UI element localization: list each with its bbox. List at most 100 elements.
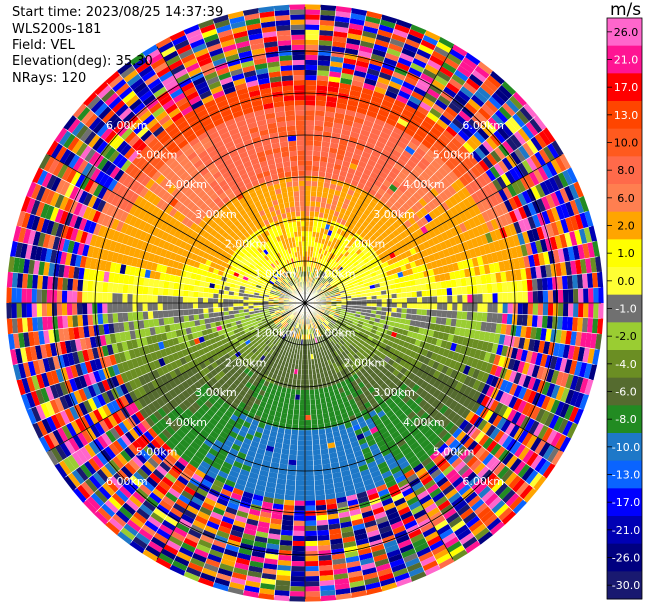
velocity-gate bbox=[467, 206, 477, 218]
velocity-gate bbox=[326, 219, 332, 226]
velocity-gate bbox=[426, 111, 440, 123]
velocity-gate bbox=[449, 254, 458, 264]
velocity-gate bbox=[560, 372, 570, 388]
velocity-gate bbox=[521, 159, 534, 174]
velocity-gate bbox=[381, 99, 394, 109]
velocity-gate bbox=[312, 155, 321, 162]
velocity-gate bbox=[535, 327, 542, 341]
velocity-gate bbox=[320, 146, 330, 153]
velocity-gate bbox=[448, 155, 460, 168]
velocity-gate bbox=[343, 315, 350, 320]
velocity-gate bbox=[477, 293, 483, 303]
velocity-gate bbox=[370, 53, 385, 63]
velocity-gate bbox=[476, 339, 484, 351]
velocity-gate bbox=[323, 126, 333, 133]
velocity-gate bbox=[317, 181, 325, 188]
velocity-gate bbox=[363, 119, 375, 128]
velocity-gate bbox=[305, 231, 309, 237]
velocity-gate bbox=[347, 261, 353, 268]
velocity-gate bbox=[578, 288, 584, 303]
velocity-gate bbox=[427, 177, 438, 188]
velocity-gate bbox=[485, 168, 497, 182]
velocity-gate bbox=[305, 39, 319, 46]
velocity-gate bbox=[422, 194, 432, 204]
velocity-gate bbox=[395, 287, 402, 294]
velocity-gate bbox=[332, 237, 338, 244]
velocity-gate bbox=[402, 257, 410, 265]
velocity-gate bbox=[476, 213, 486, 225]
velocity-gate bbox=[566, 274, 574, 290]
velocity-gate bbox=[408, 325, 415, 333]
velocity-gate bbox=[492, 303, 498, 314]
velocity-gate bbox=[485, 273, 492, 284]
velocity-gate bbox=[469, 180, 480, 193]
velocity-gate bbox=[562, 344, 571, 359]
velocity-gate bbox=[422, 240, 431, 250]
velocity-gate bbox=[406, 291, 412, 298]
velocity-gate bbox=[348, 22, 364, 31]
velocity-gate bbox=[348, 136, 359, 144]
velocity-gate bbox=[352, 260, 360, 267]
velocity-gate bbox=[403, 211, 412, 220]
velocity-gate bbox=[334, 278, 340, 284]
velocity-gate bbox=[512, 91, 527, 107]
velocity-gate bbox=[365, 261, 372, 268]
velocity-gate bbox=[430, 173, 441, 185]
velocity-gate bbox=[463, 220, 472, 231]
velocity-gate bbox=[508, 197, 518, 211]
velocity-gate bbox=[362, 82, 376, 91]
velocity-gate bbox=[370, 288, 376, 293]
velocity-gate bbox=[445, 317, 452, 327]
velocity-gate bbox=[427, 200, 437, 211]
velocity-gate bbox=[349, 274, 356, 280]
velocity-gate bbox=[371, 299, 377, 303]
velocity-gate bbox=[354, 272, 361, 278]
velocity-gate bbox=[456, 89, 471, 103]
velocity-gate bbox=[376, 298, 382, 303]
velocity-gate bbox=[473, 348, 482, 360]
velocity-gate bbox=[356, 242, 363, 249]
velocity-gate bbox=[339, 82, 352, 90]
velocity-gate bbox=[415, 284, 422, 292]
velocity-gate bbox=[420, 120, 434, 131]
velocity-gate bbox=[445, 219, 455, 230]
velocity-gate bbox=[388, 153, 400, 163]
velocity-gate bbox=[398, 276, 405, 283]
velocity-gate bbox=[362, 185, 372, 193]
velocity-gate bbox=[435, 41, 452, 54]
velocity-gate bbox=[457, 303, 463, 312]
velocity-gate bbox=[305, 185, 312, 192]
velocity-gate bbox=[410, 204, 420, 214]
velocity-gate bbox=[384, 280, 391, 286]
velocity-gate bbox=[493, 130, 506, 144]
velocity-gate bbox=[337, 258, 343, 265]
velocity-gate bbox=[486, 342, 494, 353]
velocity-gate bbox=[370, 309, 377, 315]
velocity-gate bbox=[316, 80, 329, 87]
velocity-gate bbox=[526, 188, 537, 203]
velocity-gate bbox=[329, 291, 335, 295]
velocity-gate bbox=[317, 217, 324, 223]
velocity-gate bbox=[345, 193, 353, 201]
velocity-gate bbox=[532, 290, 539, 303]
velocity-gate bbox=[391, 149, 402, 159]
velocity-gate bbox=[390, 283, 396, 290]
velocity-gate bbox=[394, 122, 407, 132]
velocity-gate bbox=[335, 280, 342, 285]
velocity-gate bbox=[434, 99, 448, 111]
velocity-gate bbox=[484, 99, 499, 114]
velocity-gate bbox=[434, 274, 441, 283]
velocity-gate bbox=[364, 77, 378, 87]
velocity-gate bbox=[582, 243, 590, 259]
velocity-gate bbox=[455, 163, 467, 176]
velocity-gate bbox=[406, 268, 414, 276]
velocity-gate bbox=[343, 265, 350, 271]
velocity-gate bbox=[537, 303, 544, 316]
velocity-gate bbox=[320, 249, 326, 255]
velocity-gate bbox=[538, 148, 551, 164]
velocity-gate bbox=[342, 62, 356, 71]
velocity-gate bbox=[360, 189, 369, 198]
velocity-gate bbox=[410, 62, 425, 73]
velocity-gate bbox=[423, 255, 431, 264]
velocity-gate bbox=[319, 24, 335, 32]
